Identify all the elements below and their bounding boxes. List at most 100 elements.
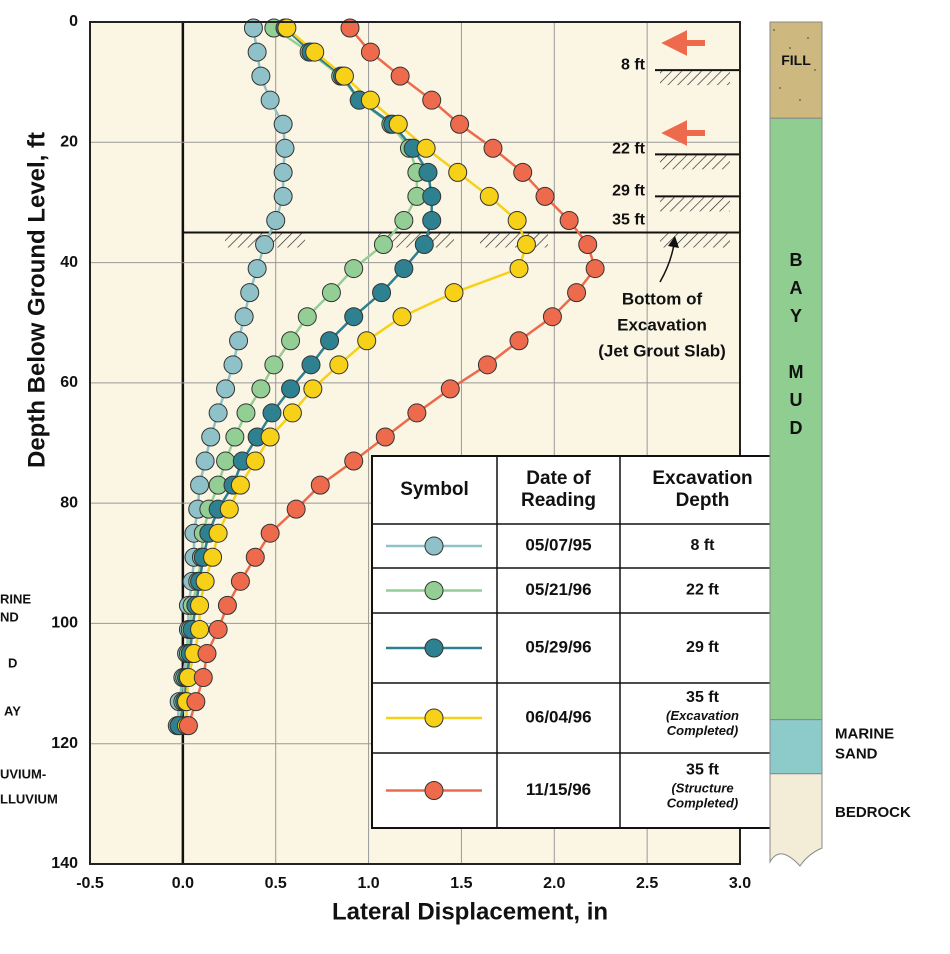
x-tick-label: 2.5: [636, 875, 658, 892]
marker: [535, 186, 555, 206]
legend-text: Depth: [676, 490, 730, 511]
marker: [444, 283, 464, 303]
legend-label: 05/21/96: [525, 580, 591, 599]
excavation-label: 29 ft: [612, 183, 646, 200]
marker: [513, 162, 533, 182]
marker: [190, 619, 210, 639]
marker: [344, 259, 364, 279]
arrow: [661, 120, 705, 146]
marker: [509, 331, 529, 351]
x-tick-label: 3.0: [729, 875, 751, 892]
y-tick-label: 100: [51, 615, 78, 632]
fragment-text: AY: [4, 703, 21, 718]
legend-depth: 8 ft: [691, 537, 716, 554]
marker: [388, 114, 408, 134]
marker: [360, 42, 380, 62]
hatch: [660, 197, 730, 212]
legend-text: Completed): [667, 723, 739, 738]
marker: [392, 307, 412, 327]
marker: [216, 451, 236, 471]
marker: [440, 379, 460, 399]
marker: [340, 18, 360, 38]
marker: [216, 379, 236, 399]
marker: [186, 692, 206, 712]
legend-swatch: [424, 781, 444, 800]
soil-label: SAND: [835, 746, 878, 763]
marker: [230, 571, 250, 591]
marker: [479, 186, 499, 206]
marker: [208, 523, 228, 543]
legend-text: Excavation: [652, 468, 752, 489]
legend-swatch: [424, 581, 444, 600]
soil-column: FILL BAY MUD MARINE SAND BEDROCK: [769, 21, 911, 867]
marker: [260, 90, 280, 110]
marker: [375, 427, 395, 447]
legend-swatch: [424, 708, 444, 728]
x-tick-label: 0.5: [265, 875, 287, 892]
arrow: [661, 30, 705, 56]
marker: [260, 523, 280, 543]
marker: [251, 379, 271, 399]
marker: [247, 42, 267, 62]
y-tick-label: 140: [51, 855, 78, 872]
legend-swatch: [424, 536, 444, 556]
soil-label: BAY MUD: [786, 250, 806, 446]
marker: [390, 66, 410, 86]
fragment-text: ND: [0, 609, 19, 624]
legend-header: Symbol: [400, 479, 469, 500]
fragment-text: D: [8, 655, 17, 670]
marker: [422, 210, 442, 230]
legend-label: 06/04/96: [525, 707, 591, 726]
marker: [255, 235, 275, 255]
legend-text: Date of: [526, 468, 591, 489]
marker: [195, 451, 215, 471]
soil-layer: [769, 719, 823, 775]
legend-depth: 35 ft: [686, 689, 720, 706]
soil-label: BEDROCK: [835, 804, 911, 821]
y-tick-label: 0: [69, 13, 78, 30]
marker: [201, 427, 221, 447]
marker: [240, 283, 260, 303]
marker: [414, 235, 434, 255]
marker: [297, 307, 317, 327]
y-tick-label: 40: [60, 254, 78, 271]
marker: [483, 138, 503, 158]
marker: [394, 259, 414, 279]
marker: [275, 138, 295, 158]
x-tick-label: 2.0: [543, 875, 565, 892]
marker: [418, 162, 438, 182]
y-tick-label: 60: [60, 374, 78, 391]
marker: [303, 379, 323, 399]
fragment-text: RINE: [0, 591, 31, 606]
marker: [195, 571, 215, 591]
hatch: [660, 155, 730, 170]
marker: [509, 259, 529, 279]
marker: [197, 644, 217, 663]
marker: [229, 331, 249, 351]
x-tick-label: -0.5: [76, 875, 104, 892]
marker: [329, 355, 349, 375]
marker: [230, 475, 250, 495]
soil-layer: [769, 21, 823, 119]
marker: [178, 716, 198, 736]
marker: [217, 595, 237, 615]
marker: [344, 307, 364, 327]
marker: [357, 331, 377, 351]
legend-label: 05/29/96: [525, 637, 591, 656]
soil-label: FILL: [781, 52, 811, 68]
marker: [245, 451, 265, 471]
marker: [344, 451, 364, 471]
marker: [394, 210, 414, 230]
marker: [273, 186, 293, 206]
marker: [203, 547, 223, 567]
legend-label: 05/07/95: [525, 535, 591, 554]
marker: [321, 283, 341, 303]
marker: [247, 259, 267, 279]
marker: [407, 403, 427, 423]
marker: [190, 475, 210, 495]
marker: [422, 186, 442, 206]
marker: [281, 379, 301, 399]
annotation-arrow: [659, 243, 675, 283]
